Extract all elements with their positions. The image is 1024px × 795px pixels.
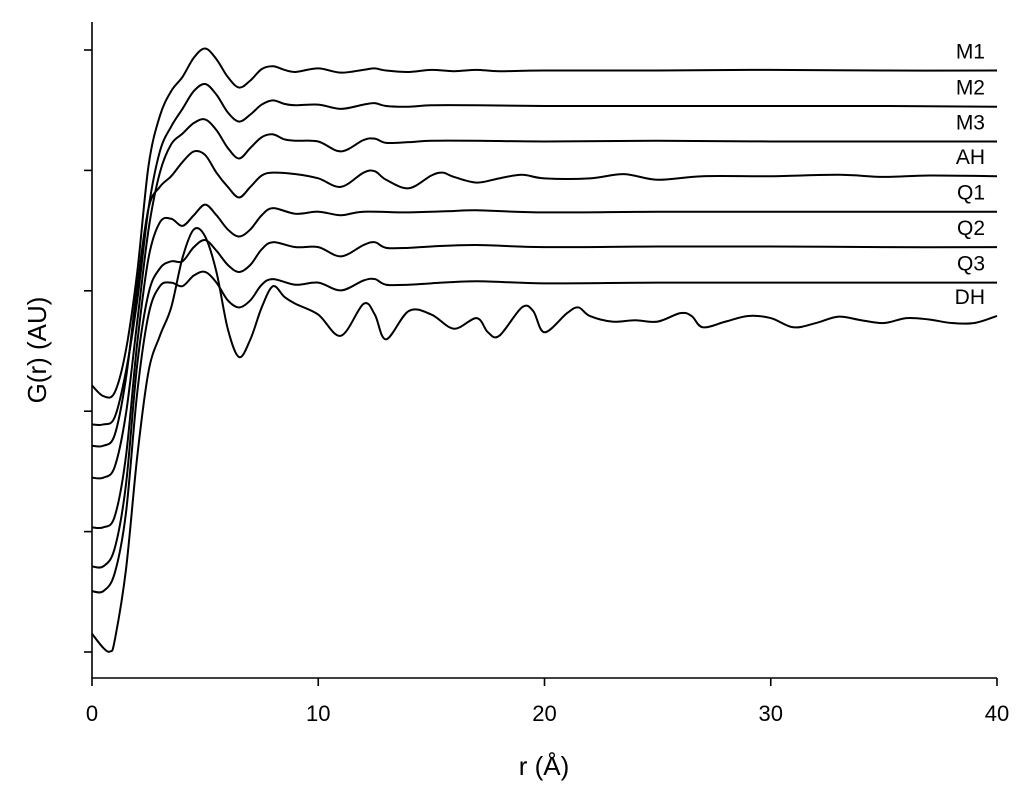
series-labels: M1 M2 M3 AH Q1 Q2 Q3 DH — [955, 41, 985, 309]
series-line-m2 — [91, 82, 998, 426]
x-tick-label-3: 30 — [759, 701, 783, 726]
series-label-dh: DH — [955, 286, 985, 309]
y-axis-title: G(r) (AU) — [22, 297, 52, 404]
series-line-m1 — [91, 47, 998, 399]
series-line-dh — [91, 227, 998, 653]
y-ticks — [84, 49, 92, 653]
series-label-m1: M1 — [956, 41, 985, 64]
x-ticks — [91, 678, 998, 686]
series-label-q1: Q1 — [957, 182, 985, 205]
series-line-q1 — [91, 203, 997, 530]
series-line-q3 — [91, 270, 997, 594]
series-label-ah: AH — [956, 146, 985, 169]
series-group — [91, 47, 998, 653]
series-line-q2 — [91, 239, 998, 569]
series-line-m3 — [91, 118, 997, 480]
series-label-m3: M3 — [956, 111, 985, 134]
x-axis-title: r (Å) — [519, 751, 570, 781]
x-tick-label-2: 20 — [532, 701, 556, 726]
series-label-q3: Q3 — [957, 253, 985, 276]
x-tick-label-4: 40 — [985, 701, 1009, 726]
series-label-m2: M2 — [956, 77, 985, 100]
series-line-ah — [91, 149, 998, 448]
series-label-q2: Q2 — [957, 217, 985, 240]
x-tick-label-0: 0 — [86, 701, 98, 726]
x-tick-labels: 0 10 20 30 40 — [86, 701, 1009, 726]
x-tick-label-1: 10 — [306, 701, 330, 726]
